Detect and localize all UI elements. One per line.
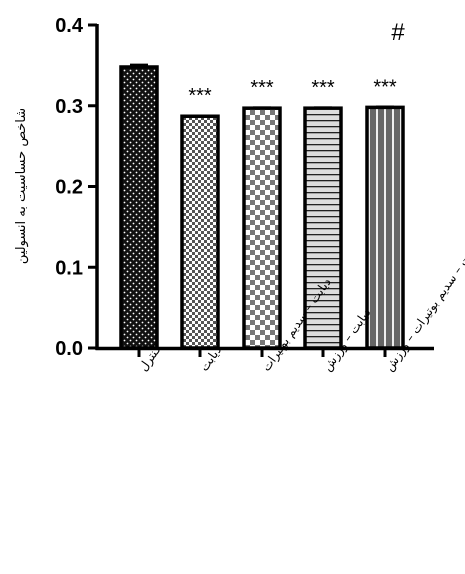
y-tick-label: 0.2 [55,177,83,199]
significance-label: *** [188,85,212,107]
significance-label: *** [250,77,274,99]
significance-label: *** [311,77,335,99]
bar [365,105,405,350]
y-tick-label: 0.0 [55,338,83,360]
y-tick-label: 0.1 [55,257,83,279]
y-axis-label: شاخص حساسیت به انسولین [14,108,29,264]
bar [119,65,159,350]
bar [242,106,282,350]
y-ticks: 0.0 0.1 0.2 0.3 0.4 [55,15,97,360]
bars: *** *** *** *** [119,63,405,357]
bar [180,114,220,350]
y-tick-label: 0.3 [55,96,83,118]
hash-marker: # [391,19,405,46]
significance-label: *** [373,76,397,98]
y-tick-label: 0.4 [55,15,84,37]
